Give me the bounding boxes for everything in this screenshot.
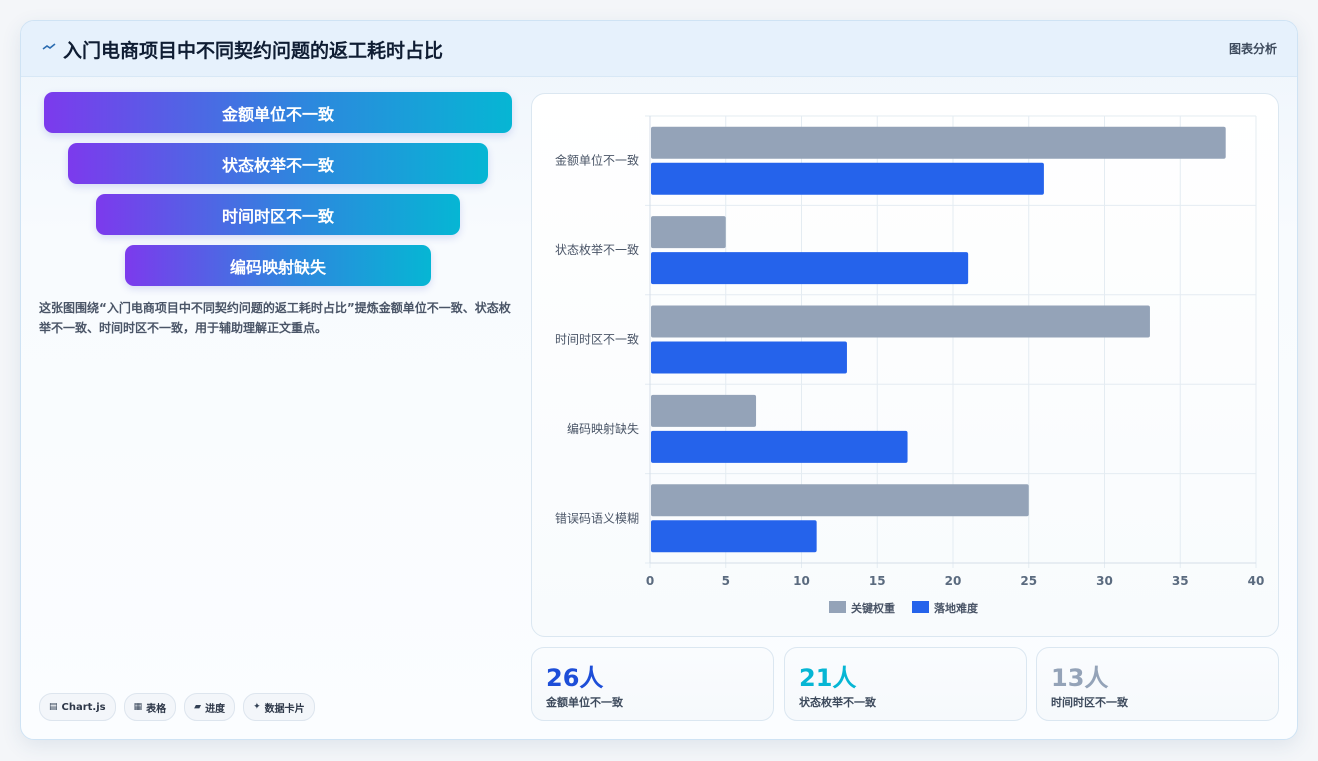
chart-icon: ▤	[49, 702, 58, 712]
bar-key-weight	[651, 126, 1226, 159]
bar-chart: 0 5 10 15 20 25 30 35 40 金额单位不一致状态枚举不一致时间时区不一致编码映…	[555, 115, 1265, 615]
chart-analysis-tag[interactable]: 图表分析	[1228, 42, 1277, 56]
bar-difficulty	[651, 341, 847, 374]
bar-key-weight	[651, 394, 757, 427]
stat-card-1: 26人 金额单位不一致	[531, 647, 774, 721]
funnel-item-1: 金额单位不一致	[44, 92, 512, 133]
legend-label: 落地难度	[934, 601, 979, 615]
bar-key-weight	[651, 484, 1029, 517]
chip-table[interactable]: ▦ 表格	[123, 693, 177, 721]
x-tick-label: 30	[1096, 574, 1113, 588]
legend-swatch	[912, 601, 929, 613]
main-card: 入门电商项目中不同契约问题的返工耗时占比 图表分析 金额单位不一致 状态枚举不一…	[20, 20, 1298, 740]
chip-label: 数据卡片	[264, 703, 305, 715]
stat-value: 26人	[546, 664, 604, 692]
chip-chartjs[interactable]: ▤ Chart.js	[39, 693, 116, 721]
chip-label: Chart.js	[61, 701, 106, 713]
legend-swatch	[829, 601, 846, 613]
stat-value: 21人	[799, 664, 857, 692]
stat-label: 状态枚举不一致	[799, 696, 876, 709]
stat-card-3: 13人 时间时区不一致	[1036, 647, 1279, 721]
progress-icon: ▰	[194, 702, 202, 712]
stat-label: 时间时区不一致	[1051, 696, 1128, 709]
chip-label: 表格	[146, 703, 167, 715]
y-tick-label: 状态枚举不一致	[555, 242, 639, 257]
tech-chips: ▤ Chart.js ▦ 表格 ▰ 进度 ✦ 数据卡片	[39, 693, 315, 721]
bar-key-weight	[651, 305, 1150, 338]
x-tick-label: 35	[1172, 574, 1189, 588]
sparkle-icon: ✦	[253, 702, 261, 712]
funnel-item-4: 编码映射缺失	[125, 245, 431, 286]
y-tick-label: 时间时区不一致	[555, 333, 639, 347]
chart-panel: 0 5 10 15 20 25 30 35 40 金额单位不一致 状态枚举不一致 时间时区不一致编码映…	[531, 93, 1279, 637]
chip-label: 进度	[205, 703, 226, 715]
x-tick-label: 40	[1248, 574, 1265, 588]
funnel-item-2: 状态枚举不一致	[68, 143, 488, 184]
x-tick-label: 20	[945, 574, 962, 588]
bar-difficulty	[651, 162, 1044, 195]
y-tick-label: 金额单位不一致	[555, 153, 639, 168]
x-tick-label: 25	[1020, 574, 1037, 588]
funnel-item-3: 时间时区不一致	[96, 194, 460, 235]
stat-value: 13人	[1051, 664, 1109, 692]
stat-label: 金额单位不一致	[546, 696, 623, 709]
bar-difficulty	[651, 520, 817, 553]
table-icon: ▦	[133, 702, 143, 712]
bar-difficulty	[651, 430, 908, 463]
chip-data-card[interactable]: ✦ 数据卡片	[243, 693, 315, 721]
legend-label: 关键权重	[851, 601, 895, 615]
bar-difficulty	[651, 252, 969, 285]
y-tick-label: 编码映射缺失	[567, 421, 639, 436]
chip-progress[interactable]: ▰ 进度	[184, 693, 236, 721]
x-tick-label: 10	[793, 574, 810, 588]
stat-card-2: 21人 状态枚举不一致	[784, 647, 1027, 721]
bar-key-weight	[651, 216, 726, 249]
x-tick-label: 15	[869, 574, 886, 588]
y-tick-label: 错误码语义模糊	[555, 510, 639, 525]
card-header: 入门电商项目中不同契约问题的返工耗时占比 图表分析	[21, 21, 1297, 77]
x-tick-label: 0	[646, 574, 654, 588]
chart-description: 这张图围绕“入门电商项目中不同契约问题的返工耗时占比”提炼金额单位不一致、状态枚…	[39, 301, 511, 335]
x-tick-label: 5	[722, 574, 730, 588]
trend-line-icon	[42, 43, 56, 50]
page-title: 入门电商项目中不同契约问题的返工耗时占比	[63, 40, 444, 62]
